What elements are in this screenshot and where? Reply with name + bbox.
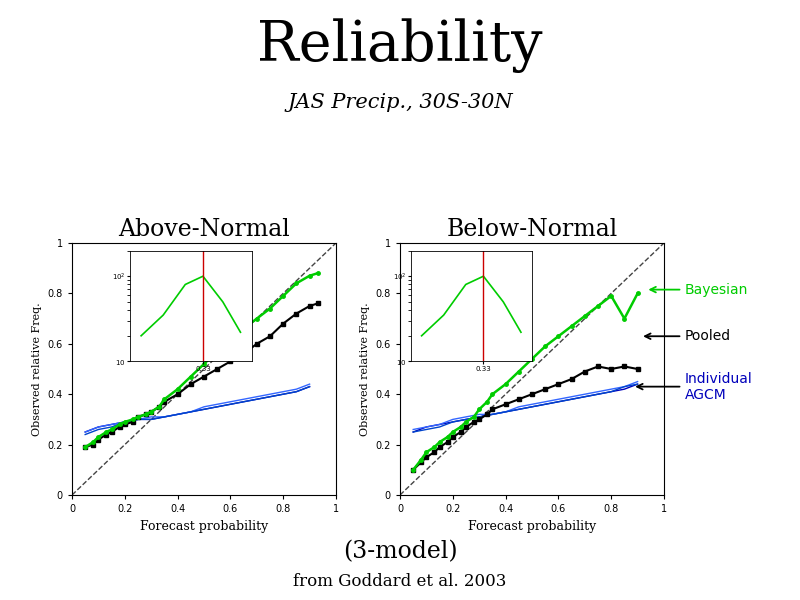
Y-axis label: Observed relative Freq.: Observed relative Freq. xyxy=(32,302,42,436)
Text: (3-model): (3-model) xyxy=(342,540,458,563)
Text: from Goddard et al. 2003: from Goddard et al. 2003 xyxy=(294,573,506,590)
Text: Bayesian: Bayesian xyxy=(650,283,749,296)
Title: Above-Normal: Above-Normal xyxy=(118,218,290,241)
Y-axis label: Observed relative Freq.: Observed relative Freq. xyxy=(360,302,370,436)
X-axis label: Forecast probability: Forecast probability xyxy=(140,520,268,533)
Text: Reliability: Reliability xyxy=(258,18,542,73)
Text: Pooled: Pooled xyxy=(645,329,731,343)
Text: JAS Precip., 30S-30N: JAS Precip., 30S-30N xyxy=(287,93,513,112)
X-axis label: Forecast probability: Forecast probability xyxy=(468,520,596,533)
Title: Below-Normal: Below-Normal xyxy=(446,218,618,241)
Text: Individual
AGCM: Individual AGCM xyxy=(637,371,753,402)
